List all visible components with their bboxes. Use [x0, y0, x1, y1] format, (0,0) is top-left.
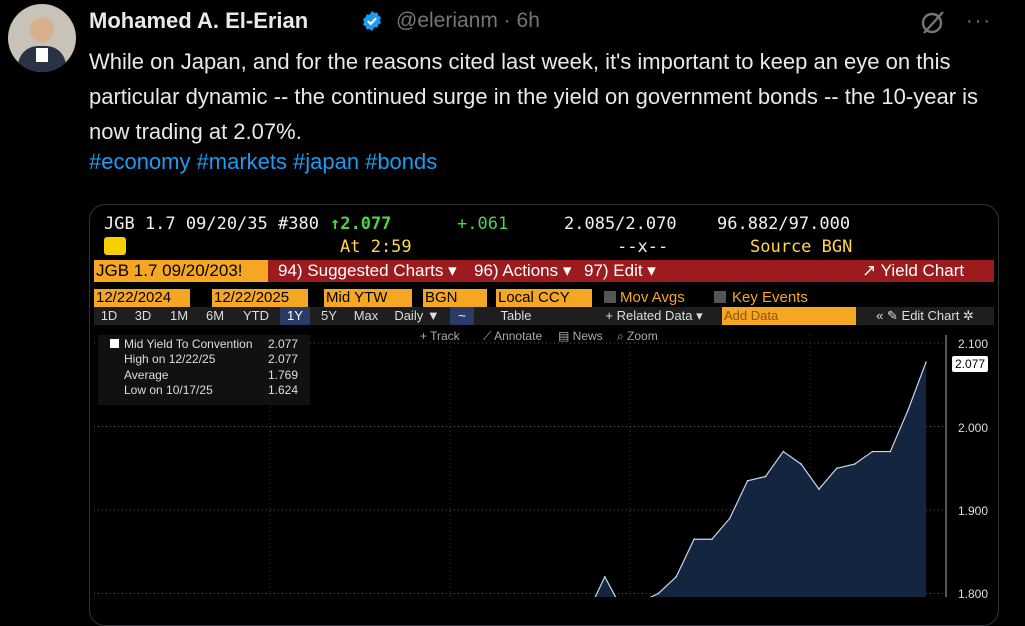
- range-tab-3d[interactable]: 3D: [134, 308, 152, 323]
- yield-point: [800, 463, 802, 465]
- range-tab-max[interactable]: Max: [353, 308, 379, 323]
- yield-chart[interactable]: [90, 205, 998, 597]
- legend-series-value: 2.077: [268, 337, 299, 351]
- author-name[interactable]: Mohamed A. El-Erian: [89, 8, 309, 33]
- yield-change: +.061: [457, 214, 509, 234]
- range-tab-ytd[interactable]: YTD: [243, 308, 269, 323]
- yield-point: [604, 576, 606, 578]
- yield-point: [728, 517, 731, 520]
- key-events-checkbox[interactable]: [714, 291, 726, 303]
- hashtag-link[interactable]: #bonds: [365, 149, 438, 174]
- pricing-source-selector[interactable]: BGN: [423, 289, 487, 307]
- zoom-tool[interactable]: ⌕ Zoom: [617, 329, 658, 343]
- price-source: Source BGN: [750, 237, 853, 257]
- yield-point: [835, 467, 838, 470]
- yield-point: [818, 488, 820, 490]
- quote-time: At 2:59: [340, 237, 412, 257]
- yield-point: [853, 463, 856, 465]
- actions-menu[interactable]: 96) Actions ▾: [474, 261, 572, 280]
- yield-point: [657, 592, 660, 595]
- key-events-label: Key Events: [732, 289, 808, 306]
- series-swatch: [110, 339, 119, 348]
- yield-point: [711, 538, 713, 541]
- yield-point: [764, 475, 767, 478]
- security-field[interactable]: JGB 1.7 09/20/203!: [94, 260, 268, 282]
- yield-point: [889, 450, 892, 453]
- last-yield: ↑2.077: [330, 214, 392, 234]
- legend-average-label: Average: [124, 368, 169, 382]
- yield-point: [907, 409, 909, 411]
- end-date-field[interactable]: 12/22/2025: [212, 289, 308, 307]
- legend-low-value: 1.624: [268, 383, 299, 397]
- edit-chart-button[interactable]: « ✎ Edit Chart ✲: [876, 308, 974, 323]
- bid-ask-price: 96.882/97.000: [717, 214, 851, 234]
- handle-timestamp[interactable]: @elerianm · 6h: [396, 9, 540, 32]
- hashtag-link[interactable]: #japan: [293, 149, 360, 174]
- more-options-icon[interactable]: ···: [966, 10, 992, 32]
- security-ticker: JGB 1.7 09/20/35 #380: [104, 214, 319, 234]
- field-selector[interactable]: Mid YTW: [324, 289, 412, 307]
- legend-average-value: 1.769: [268, 368, 299, 382]
- range-tab-5y[interactable]: 5Y: [321, 308, 337, 323]
- x-marker: --x--: [617, 237, 669, 257]
- legend-high-label: High on 12/22/25: [124, 352, 216, 366]
- yield-area: [587, 362, 926, 597]
- legend-series-name: Mid Yield To Convention: [124, 337, 253, 351]
- y-tick-label: 1.800: [958, 587, 989, 601]
- chart-legend: Mid Yield To Convention 2.077 High on 12…: [98, 335, 310, 405]
- line-chart-icon[interactable]: ~: [450, 307, 474, 325]
- realtime-clock-icon: [104, 237, 126, 255]
- related-data-menu[interactable]: + Related Data ▾: [605, 308, 703, 323]
- function-menu-bar: JGB 1.7 09/20/203! 94) Suggested Charts …: [94, 260, 994, 282]
- legend-low-label: Low on 10/17/25: [124, 383, 213, 397]
- frequency-selector[interactable]: Daily ▼: [394, 308, 440, 323]
- y-tick-label: 1.900: [958, 504, 989, 518]
- yield-point: [746, 479, 749, 482]
- yield-point: [675, 576, 678, 578]
- verified-badge-icon: [362, 10, 382, 32]
- range-tab-1d[interactable]: 1D: [100, 308, 118, 323]
- add-data-input[interactable]: Add Data: [722, 307, 856, 325]
- avatar[interactable]: [8, 4, 76, 72]
- edit-menu[interactable]: 97) Edit ▾: [584, 261, 656, 280]
- hashtag-link[interactable]: #markets: [196, 149, 287, 174]
- yield-point: [925, 361, 927, 364]
- annotate-tool[interactable]: ⟋ Annotate: [483, 329, 543, 343]
- tweet-media-image[interactable]: JGB 1.7 09/20/35 #380 ↑2.077 +.061 2.085…: [89, 204, 999, 626]
- start-date-field[interactable]: 12/22/2024: [94, 289, 190, 307]
- yield-point: [782, 450, 785, 453]
- mov-avgs-checkbox[interactable]: [604, 291, 616, 303]
- news-tool[interactable]: ▤ News: [558, 329, 603, 343]
- yield-point: [693, 538, 695, 541]
- suggested-charts-menu[interactable]: 94) Suggested Charts ▾: [278, 261, 457, 280]
- hashtag-link[interactable]: #economy: [89, 149, 191, 174]
- yield-chart-button[interactable]: ↗ Yield Chart: [862, 261, 965, 280]
- hashtag-list: #economy #markets #japan #bonds: [89, 149, 443, 175]
- last-value-marker: 2.077: [952, 356, 989, 372]
- bid-ask-yield: 2.085/2.070: [564, 214, 677, 234]
- currency-selector[interactable]: Local CCY: [496, 289, 592, 307]
- legend-high-value: 2.077: [268, 352, 299, 366]
- grok-icon[interactable]: [919, 8, 947, 36]
- y-tick-label: 2.000: [958, 421, 989, 435]
- y-tick-label: 2.100: [958, 337, 989, 351]
- yield-point: [871, 450, 874, 453]
- mov-avgs-label: Mov Avgs: [620, 289, 685, 306]
- table-button[interactable]: Table: [500, 308, 532, 323]
- range-tab-1m[interactable]: 1M: [169, 308, 189, 323]
- range-tab-6m[interactable]: 6M: [205, 308, 225, 323]
- range-tab-1y[interactable]: 1Y: [280, 307, 310, 325]
- range-tabs: 1D 3D 1M 6M YTD 1Y 5Y Max Daily ▼ ~ Tabl…: [94, 307, 994, 325]
- yield-line: [594, 361, 927, 597]
- tweet-text: While on Japan, and for the reasons cite…: [89, 49, 979, 144]
